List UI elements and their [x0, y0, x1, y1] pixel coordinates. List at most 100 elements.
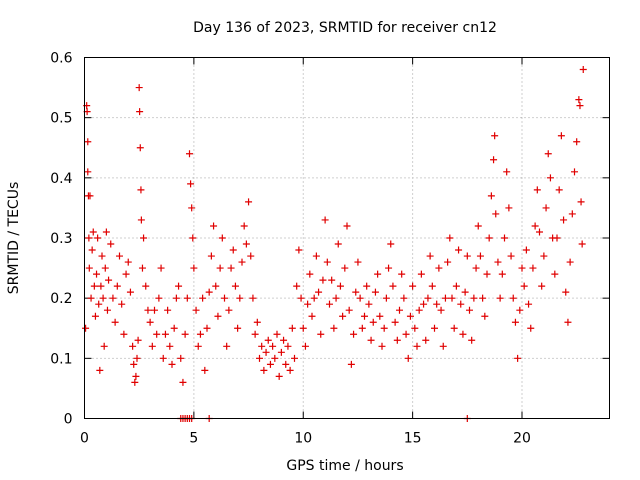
data-point [433, 300, 441, 308]
data-point [562, 288, 570, 296]
data-point [282, 360, 290, 368]
data-point [177, 354, 185, 362]
data-point [376, 312, 384, 320]
data-point [347, 360, 355, 368]
data-point [553, 234, 561, 242]
data-point [332, 294, 340, 302]
data-point [264, 336, 272, 344]
data-point [84, 168, 92, 176]
data-point [221, 294, 228, 302]
data-point [157, 264, 165, 272]
data-point [463, 252, 471, 260]
data-point [229, 246, 237, 254]
data-point [293, 282, 301, 290]
data-point [96, 366, 104, 374]
data-point [341, 264, 349, 272]
data-point [396, 306, 403, 314]
data-point [424, 294, 432, 302]
data-point [136, 144, 144, 152]
data-point [161, 330, 169, 338]
data-point [132, 372, 140, 380]
data-point [487, 192, 495, 200]
data-point [343, 222, 351, 230]
data-point [89, 228, 97, 236]
data-point [345, 306, 353, 314]
data-point [153, 330, 161, 338]
data-point [516, 306, 524, 314]
axis-ticks [84, 57, 610, 419]
x-tick-label: 5 [189, 431, 198, 447]
data-point [271, 354, 279, 362]
data-point [155, 294, 163, 302]
data-point [321, 216, 329, 224]
data-point [269, 342, 277, 350]
data-point [90, 282, 98, 290]
data-point [266, 360, 274, 368]
data-point [120, 330, 128, 338]
data-point [431, 324, 438, 332]
data-point [389, 282, 397, 290]
data-point [576, 102, 584, 110]
data-point [457, 300, 465, 308]
data-point [323, 258, 331, 266]
data-point [131, 378, 139, 386]
data-point [367, 336, 375, 344]
data-point [505, 204, 513, 212]
data-point [404, 354, 412, 362]
data-point [568, 210, 576, 218]
data-point [354, 258, 362, 266]
data-point [187, 180, 195, 188]
data-point [135, 84, 143, 92]
data-point [578, 240, 586, 248]
data-point [579, 66, 587, 74]
data-point [533, 186, 541, 194]
data-point [468, 336, 476, 344]
data-point [98, 252, 106, 260]
data-point [105, 276, 113, 284]
data-point [251, 330, 259, 338]
data-point [297, 294, 305, 302]
data-point [249, 294, 257, 302]
data-point [142, 282, 150, 290]
data-point [485, 234, 493, 242]
data-point [483, 270, 491, 278]
data-point [172, 294, 180, 302]
data-point [540, 252, 548, 260]
data-point [166, 342, 174, 350]
data-point [164, 306, 172, 314]
data-point [546, 174, 554, 182]
data-point [111, 318, 119, 326]
data-point [317, 330, 325, 338]
data-point [356, 294, 364, 302]
data-point [525, 300, 533, 308]
data-point [301, 342, 309, 350]
data-point [441, 294, 449, 302]
data-point [273, 330, 281, 338]
data-point [189, 234, 197, 242]
data-point [97, 282, 105, 290]
data-point [203, 324, 211, 332]
data-point [288, 324, 296, 332]
data-point [536, 228, 543, 236]
data-point [479, 294, 487, 302]
data-point [422, 336, 430, 344]
data-point [291, 354, 298, 362]
chart-title: Day 136 of 2023, SRMTID for receiver cn1… [193, 20, 497, 36]
data-point [326, 300, 333, 308]
data-point [84, 138, 92, 146]
data-point [406, 312, 414, 320]
data-point [137, 216, 145, 224]
x-tick-label: 10 [294, 431, 312, 447]
data-point [491, 132, 499, 140]
data-point [118, 300, 126, 308]
data-point [133, 354, 141, 362]
data-point [168, 360, 176, 368]
data-point [439, 342, 447, 350]
data-point [382, 294, 390, 302]
data-point [334, 240, 342, 248]
data-point [398, 270, 406, 278]
data-point [328, 276, 336, 284]
data-point [336, 282, 344, 290]
data-point [411, 324, 419, 332]
x-axis-label: GPS time / hours [286, 458, 403, 474]
